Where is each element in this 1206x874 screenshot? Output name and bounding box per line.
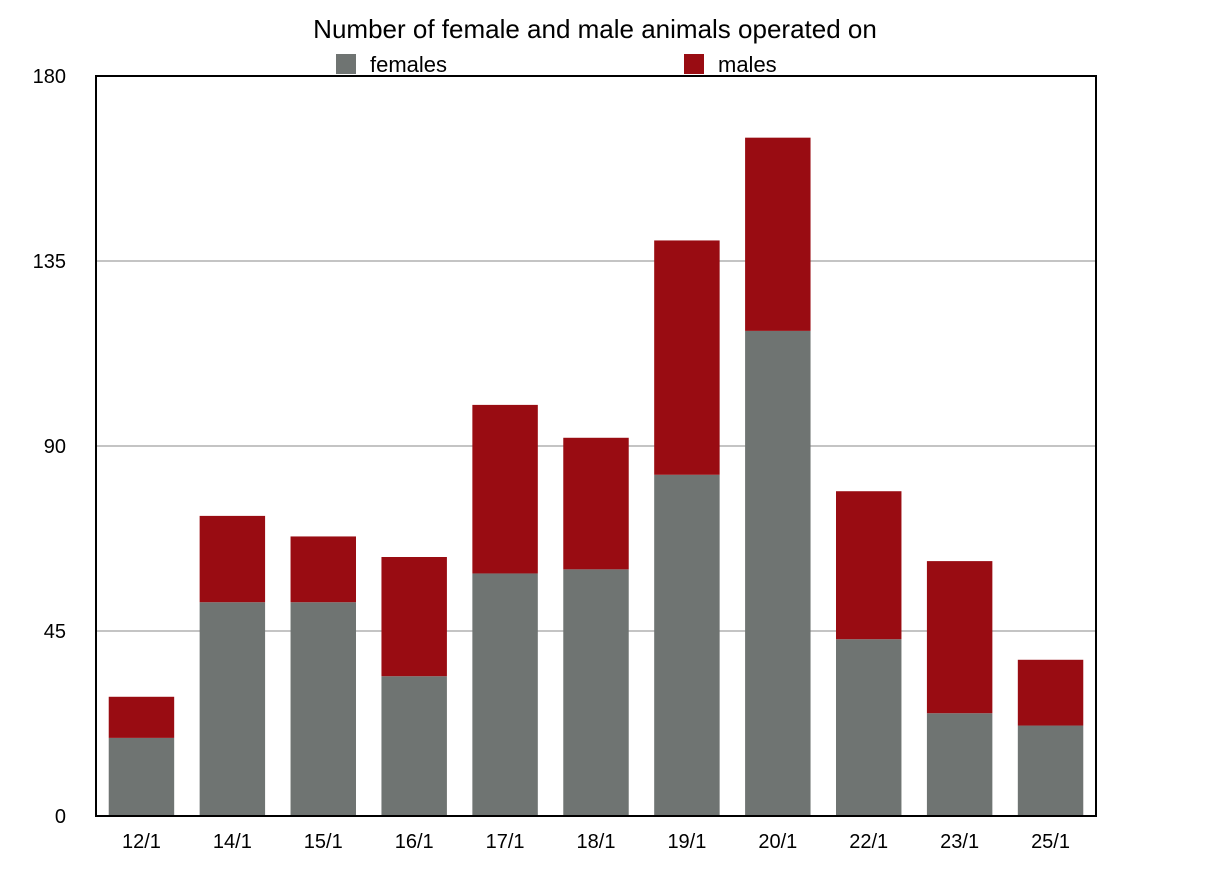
y-tick-label: 0 (55, 806, 66, 828)
bar-females-25-1 (1017, 725, 1084, 816)
y-tick-label: 135 (33, 251, 66, 273)
bar-females-22-1 (836, 639, 902, 816)
bar-females-12-1 (108, 737, 175, 816)
y-tick-label: 90 (44, 436, 66, 458)
legend-label-females: females (370, 52, 447, 77)
bar-females-16-1 (381, 676, 447, 816)
bar-males-17-1 (472, 404, 538, 574)
legend-swatch-females (336, 54, 356, 74)
bar-males-18-1 (563, 437, 629, 570)
legend-label-males: males (718, 52, 777, 77)
bar-males-22-1 (836, 491, 902, 640)
bar-males-19-1 (654, 240, 720, 475)
x-tick-label: 19/1 (667, 831, 706, 853)
bar-males-20-1 (745, 137, 811, 331)
x-tick-label: 12/1 (122, 831, 161, 853)
x-tick-label: 15/1 (304, 831, 343, 853)
bar-females-17-1 (472, 573, 538, 816)
y-axis-tick-labels: 0 45 90 135 180 (33, 66, 66, 828)
bar-females-19-1 (654, 474, 720, 816)
bar-females-23-1 (926, 713, 993, 816)
bar-males-15-1 (290, 536, 356, 603)
y-tick-label: 180 (33, 66, 66, 88)
bar-males-23-1 (926, 561, 993, 714)
bar-females-18-1 (563, 569, 629, 816)
x-tick-label: 22/1 (849, 831, 888, 853)
bar-males-12-1 (108, 696, 175, 738)
chart-title: Number of female and male animals operat… (313, 14, 877, 44)
x-tick-label: 17/1 (486, 831, 525, 853)
x-tick-label: 14/1 (213, 831, 252, 853)
legend: females males (336, 52, 777, 77)
bars (108, 137, 1084, 816)
bar-males-16-1 (381, 557, 447, 677)
bar-males-25-1 (1017, 659, 1084, 726)
bar-females-20-1 (745, 330, 811, 816)
x-tick-label: 25/1 (1031, 831, 1070, 853)
bar-males-14-1 (199, 515, 266, 603)
x-tick-label: 16/1 (395, 831, 434, 853)
y-tick-label: 45 (44, 621, 66, 643)
plot-frame (95, 75, 1097, 817)
x-tick-label: 23/1 (940, 831, 979, 853)
bar-females-14-1 (199, 602, 266, 816)
x-tick-label: 18/1 (577, 831, 616, 853)
legend-swatch-males (684, 54, 704, 74)
x-axis-tick-labels: 12/1 14/1 15/1 16/1 17/1 18/1 19/1 20/1 22/1 23/1… (122, 831, 1070, 853)
x-tick-label: 20/1 (758, 831, 797, 853)
bar-females-15-1 (290, 602, 356, 816)
